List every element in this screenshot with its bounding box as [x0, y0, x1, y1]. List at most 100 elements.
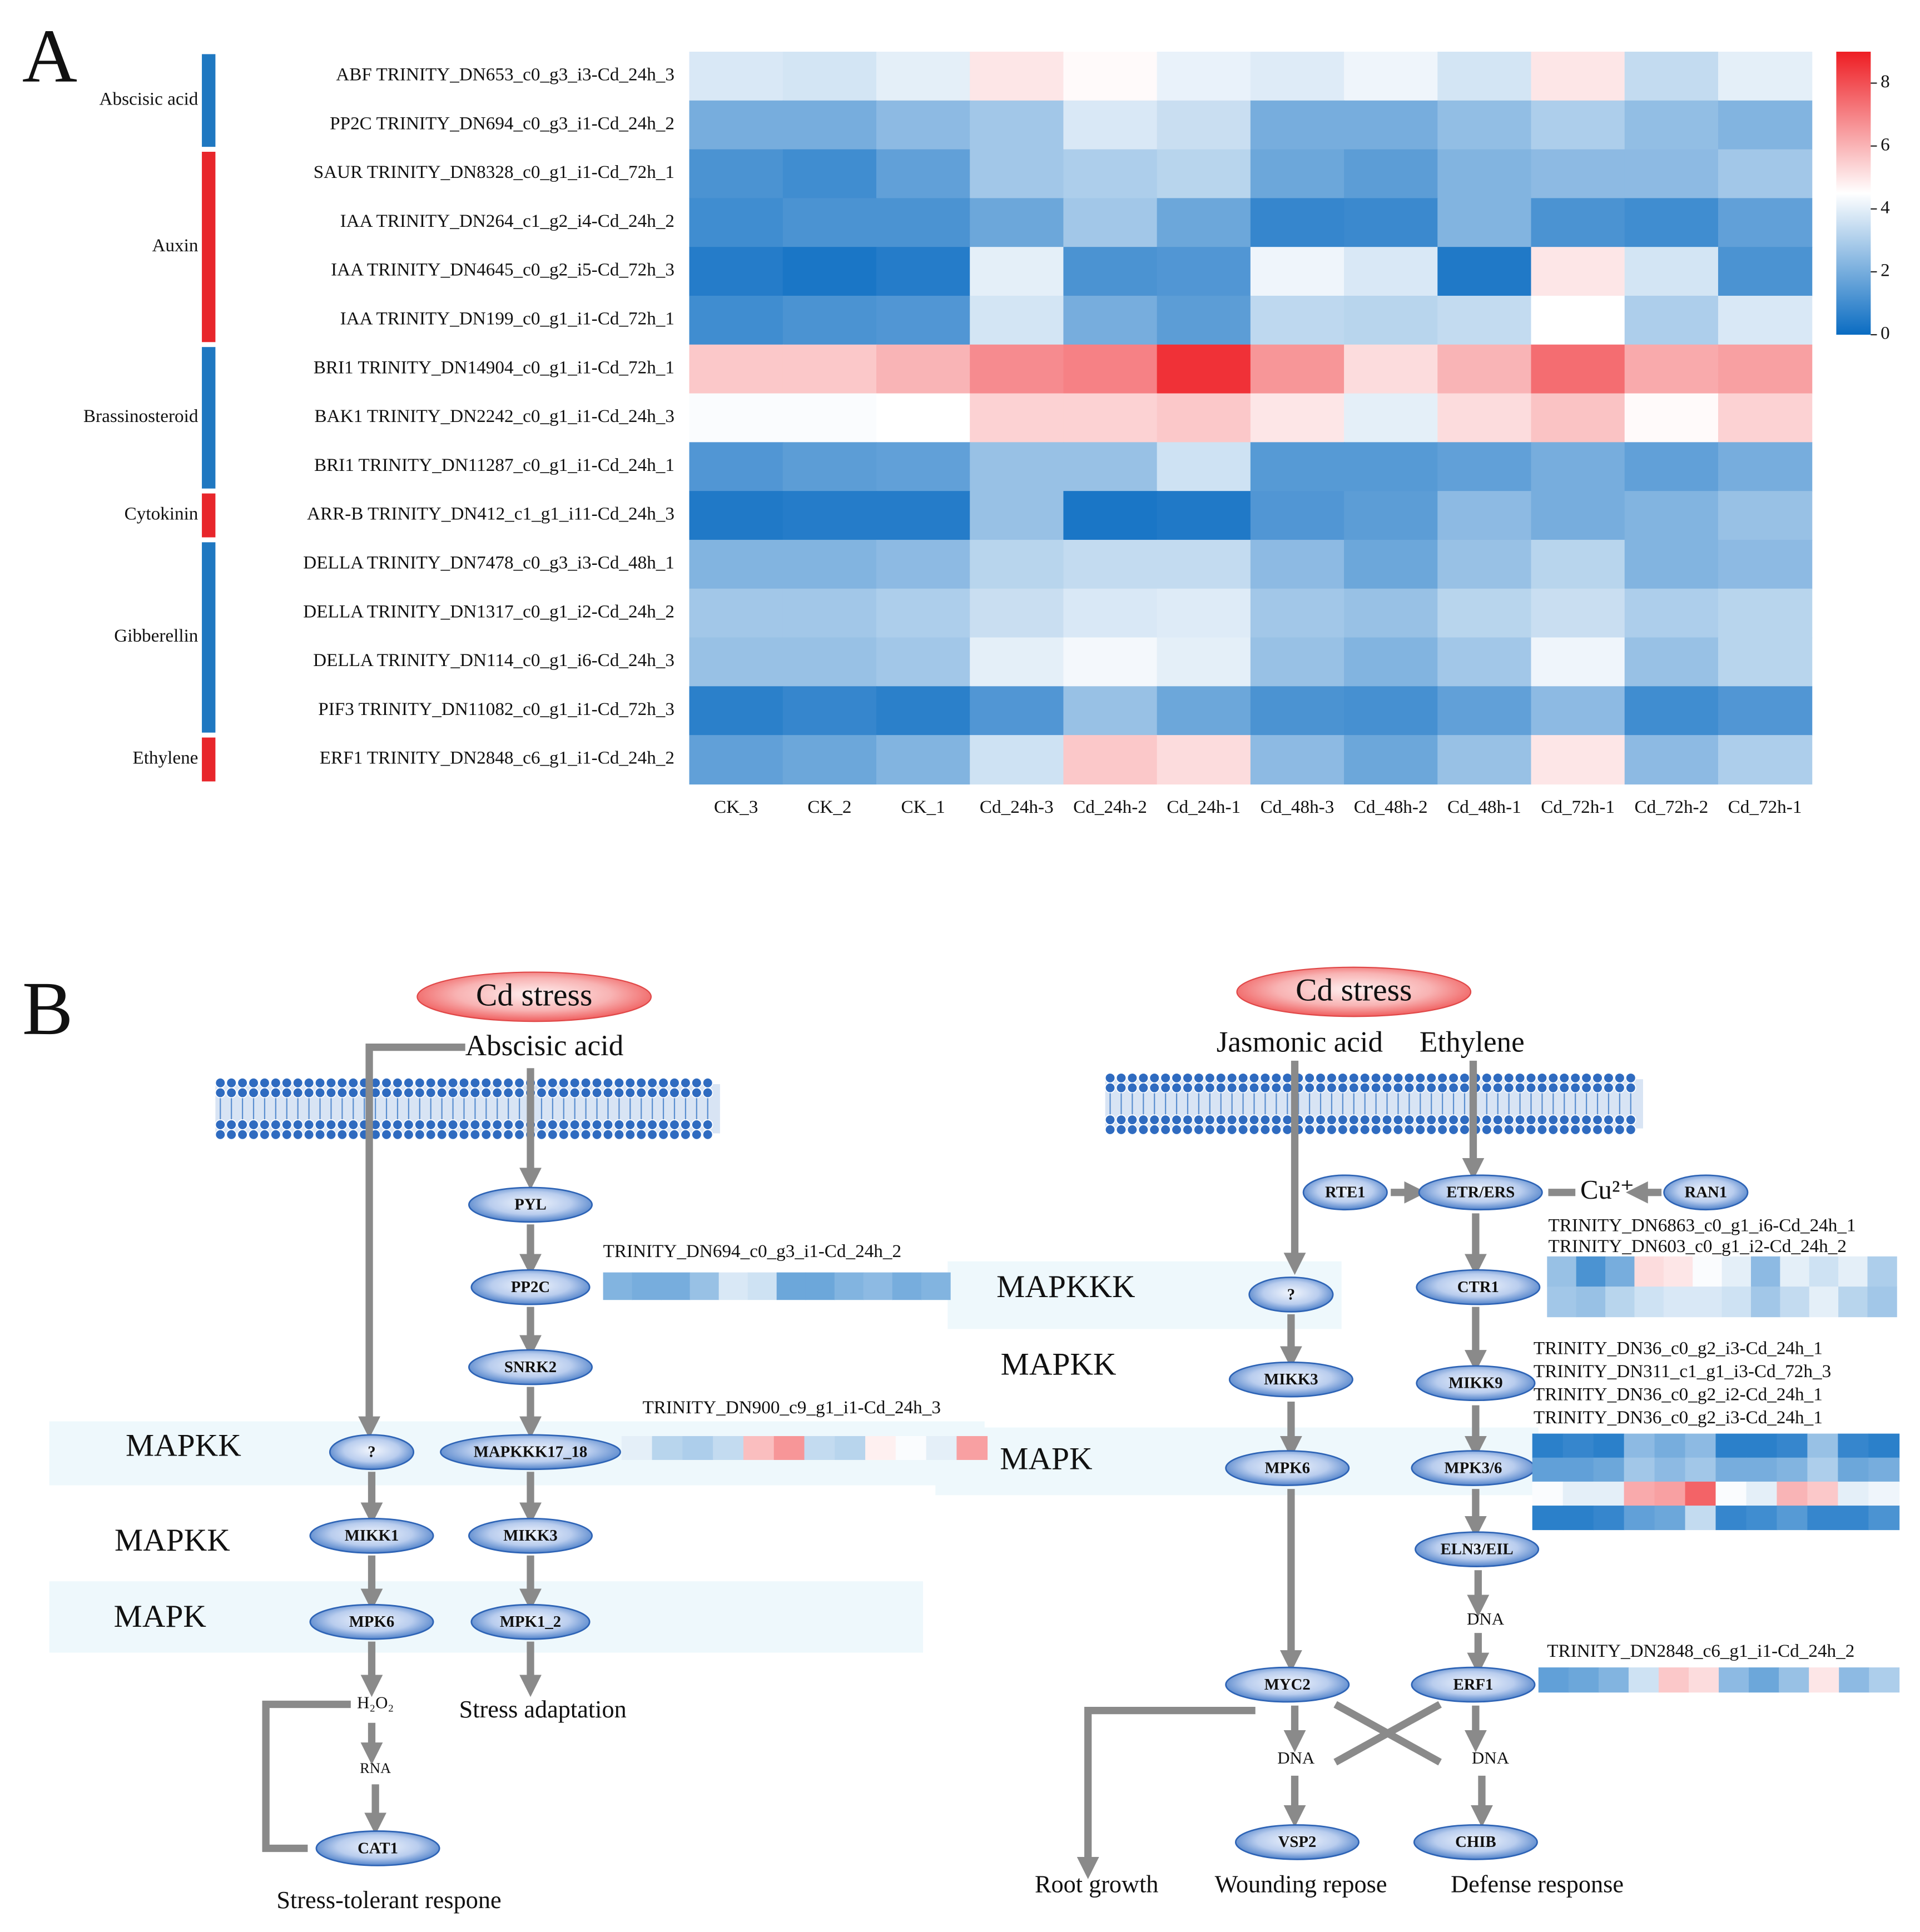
lipid-head — [1138, 1124, 1149, 1135]
lipid-head — [1437, 1082, 1448, 1094]
lipid-head — [1614, 1114, 1625, 1125]
diagram-text: H₂O₂ — [357, 1693, 394, 1712]
lipid-head — [658, 1129, 669, 1140]
strip-cell — [1568, 1667, 1599, 1693]
lipid-head — [303, 1077, 315, 1089]
strip-label: TRINITY_DN603_c0_g1_i2-Cd_24h_2 — [1548, 1236, 1846, 1256]
lipid-head — [1547, 1072, 1559, 1084]
heatmap-cell — [876, 588, 971, 638]
heatmap-cell — [782, 198, 877, 248]
lipid-head — [492, 1119, 503, 1130]
lipid-head — [624, 1119, 636, 1130]
lipid-head — [1259, 1124, 1271, 1135]
heatmap-cell — [1063, 100, 1158, 150]
node-label: MAPKKK17_18 — [474, 1443, 588, 1461]
lipid-head — [314, 1077, 326, 1089]
lipid-head — [1271, 1114, 1282, 1125]
strip-cell — [621, 1436, 653, 1460]
heatmap-cell — [876, 735, 971, 785]
heatmap-cell — [782, 51, 877, 101]
lipid-head — [1237, 1114, 1249, 1125]
lipid-head — [1359, 1124, 1371, 1135]
x-tick-label: CK_2 — [807, 797, 851, 817]
heatmap-cell — [1437, 393, 1532, 443]
x-tick-label: CK_1 — [901, 797, 945, 817]
heatmap-cell — [1250, 295, 1345, 345]
heatmap-cell — [970, 149, 1064, 199]
lipid-head — [1215, 1124, 1227, 1135]
heatmap-cell — [1157, 51, 1251, 101]
lipid-head — [348, 1129, 359, 1140]
heatmap-cell — [1344, 51, 1438, 101]
node — [468, 1186, 593, 1223]
strip-cell — [1576, 1256, 1606, 1287]
lipid-head — [480, 1077, 492, 1089]
colorbar-tick-label: 8 — [1881, 71, 1890, 92]
lipid-head — [447, 1129, 459, 1140]
heatmap-cell — [689, 51, 783, 101]
lipid-head — [558, 1077, 569, 1089]
colorbar-tick-label: 0 — [1881, 323, 1890, 344]
strip-cell — [1593, 1481, 1625, 1506]
lipid-head — [1570, 1124, 1581, 1135]
lipid-head — [281, 1077, 292, 1089]
heatmap-cell — [1063, 539, 1158, 589]
strip-cell — [1749, 1667, 1780, 1693]
lipid-head — [702, 1119, 713, 1130]
lipid-head — [1304, 1114, 1315, 1125]
heatmap-cell — [1344, 735, 1438, 785]
heatmap-cell — [1718, 295, 1813, 345]
heatmap-cell — [1531, 686, 1625, 736]
node-label: MPK1_2 — [500, 1613, 561, 1631]
heatmap-cell — [1157, 344, 1251, 394]
lipid-head — [1370, 1082, 1382, 1094]
heatmap-cell — [1624, 100, 1719, 150]
lipid-head — [1215, 1082, 1227, 1094]
lipid-head — [1160, 1124, 1171, 1135]
colorbar — [1836, 51, 1871, 335]
strip-cell — [892, 1272, 922, 1300]
tier-label: MAPKK — [115, 1523, 230, 1558]
heatmap-cell — [876, 637, 971, 687]
heatmap-cell — [1624, 686, 1719, 736]
heatmap-cell — [1437, 686, 1532, 736]
lipid-head — [292, 1129, 304, 1140]
node-label: PYL — [514, 1196, 547, 1214]
heatmap-cell — [1157, 100, 1251, 150]
lipid-head — [259, 1077, 270, 1089]
lipid-head — [636, 1077, 647, 1089]
lipid-head — [237, 1119, 248, 1130]
lipid-head — [1138, 1082, 1149, 1094]
heatmap-cell — [1063, 247, 1158, 297]
heatmap-cell — [970, 344, 1064, 394]
lipid-head — [1337, 1124, 1348, 1135]
lipid-head — [1149, 1124, 1160, 1135]
row-label: PIF3 TRINITY_DN11082_c0_g1_i1-Cd_72h_3 — [318, 699, 674, 719]
heatmap-cell — [689, 539, 783, 589]
lipid-head — [237, 1129, 248, 1140]
node-label: ? — [1287, 1285, 1295, 1303]
lipid-head — [591, 1077, 603, 1089]
heatmap-cell — [689, 491, 783, 541]
lipid-head — [1104, 1124, 1116, 1135]
heatmap-cell — [1063, 442, 1158, 492]
heatmap-cell — [689, 393, 783, 443]
heatmap-cell — [1157, 393, 1251, 443]
group-label: Abscisic acid — [100, 88, 199, 109]
lipid-head — [1127, 1114, 1138, 1125]
lipid-head — [1614, 1082, 1625, 1094]
heatmap-cell — [1344, 295, 1438, 345]
lipid-head — [226, 1129, 237, 1140]
lipid-head — [680, 1119, 691, 1130]
lipid-head — [1115, 1114, 1127, 1125]
lipid-head — [1259, 1082, 1271, 1094]
lipid-head — [1459, 1082, 1470, 1094]
strip-cell — [1624, 1457, 1655, 1482]
lipid-head — [1625, 1114, 1636, 1125]
heatmap-cell — [1718, 637, 1813, 687]
lipid-head — [1237, 1124, 1249, 1135]
lipid-head — [1625, 1072, 1636, 1084]
strip-cell — [1809, 1287, 1839, 1318]
heatmap-cell — [1157, 149, 1251, 199]
heatmap-cell — [1624, 588, 1719, 638]
